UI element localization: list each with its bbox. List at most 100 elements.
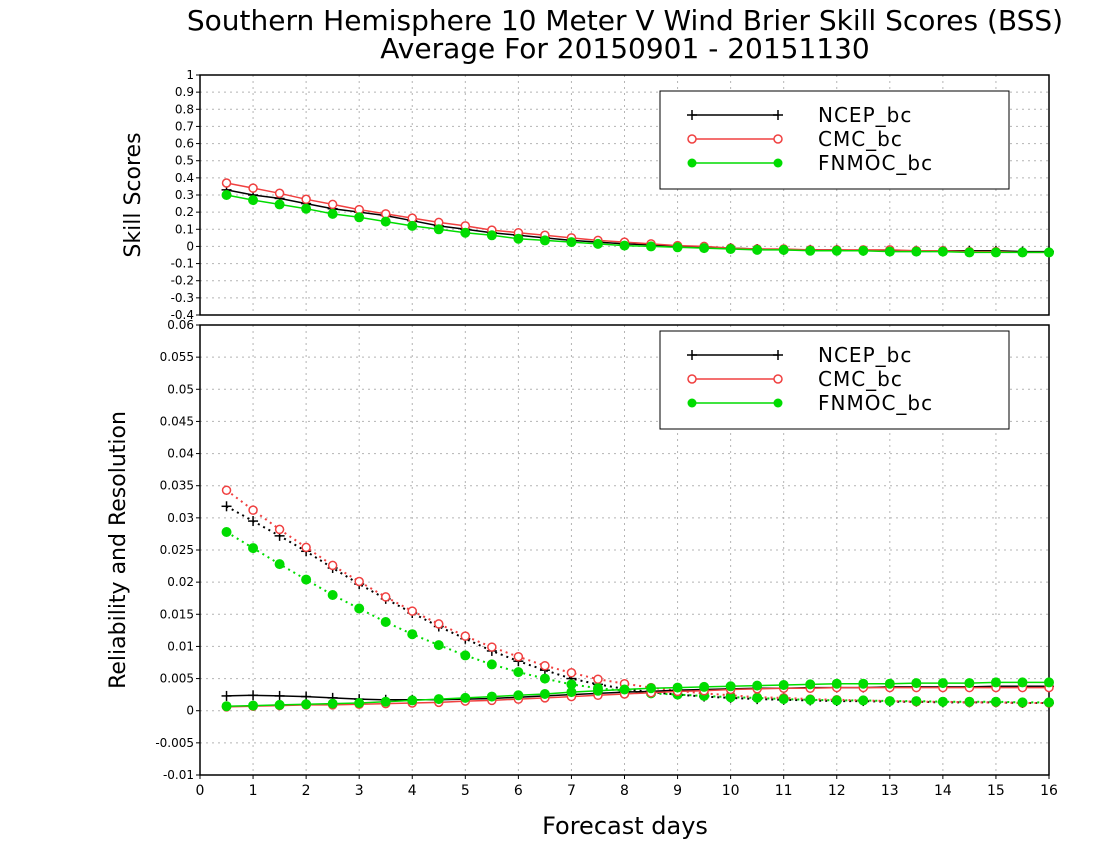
data-point-filled: [884, 696, 895, 707]
data-point-filled: [672, 682, 683, 693]
data-point-filled: [566, 687, 577, 698]
data-point-filled: [646, 683, 657, 694]
reliability-resolution-panel: 0.060.0550.050.0450.040.0350.030.0250.02…: [106, 318, 1058, 799]
data-point-filled: [778, 680, 789, 690]
data-point-filled: [990, 696, 1001, 707]
data-point-plus: [221, 690, 232, 701]
data-point-open: [327, 560, 338, 571]
y-tick-label: 0.5: [175, 154, 194, 168]
x-tick-label: 11: [775, 783, 793, 799]
y-tick-label: 0.02: [167, 575, 194, 589]
x-tick-label: 16: [1040, 783, 1058, 799]
data-point-filled: [884, 678, 895, 689]
y-tick-label: 0.2: [175, 205, 194, 219]
data-point-filled: [672, 242, 683, 253]
y-tick-label: 0.8: [175, 102, 194, 116]
series-line: [226, 686, 1049, 708]
y-tick-label: 0.06: [167, 318, 194, 332]
data-point-filled: [248, 195, 259, 206]
y-tick-label: 0.1: [175, 222, 194, 236]
data-point-filled: [964, 247, 975, 258]
x-tick-label: 9: [673, 783, 682, 799]
series-NCEP_bc-resolution: [221, 501, 1054, 708]
series-CMC_bc-reliability: [221, 682, 1054, 712]
data-point-open: [380, 592, 391, 602]
data-point-open: [248, 183, 258, 193]
x-tick-label: 4: [408, 783, 417, 799]
legend-entry-NCEP_bc: NCEP_bc: [687, 343, 911, 367]
data-point-filled: [248, 543, 259, 554]
data-point-plus: [248, 516, 259, 527]
data-point-filled: [858, 695, 869, 706]
data-point-filled: [301, 699, 312, 710]
y-tick-label: 0: [186, 704, 194, 718]
chart-subtitle: Average For 20150901 - 20151130: [380, 32, 869, 65]
data-point-filled: [937, 696, 948, 707]
data-point-filled: [1017, 697, 1028, 708]
data-point-filled: [274, 559, 285, 570]
series-line: [226, 505, 1049, 704]
x-tick-label: 1: [249, 783, 258, 799]
data-point-open: [407, 606, 417, 616]
y-tick-label: -0.2: [171, 274, 194, 288]
legend-box: [659, 330, 1010, 430]
data-point-open: [301, 194, 311, 205]
series-FNMOC_bc-resolution: [221, 527, 1054, 708]
data-point-open: [434, 619, 444, 629]
data-point-filled: [274, 699, 285, 710]
data-point-filled: [354, 698, 365, 708]
legend-box: [659, 90, 1010, 190]
data-point-filled: [221, 527, 232, 537]
data-point-open: [221, 485, 232, 495]
data-point-filled: [274, 199, 285, 210]
data-point-filled: [513, 233, 524, 244]
data-point-filled: [327, 590, 338, 600]
data-point-filled: [699, 681, 710, 692]
legend-label: FNMOC_bc: [818, 391, 933, 415]
y-tick-label: -0.01: [163, 768, 194, 782]
data-point-filled: [380, 696, 391, 707]
x-tick-label: 8: [620, 783, 629, 799]
y-axis-label: Reliability and Resolution: [106, 411, 131, 689]
data-point-filled: [1044, 247, 1054, 258]
data-point-filled: [433, 224, 444, 235]
y-tick-label: 0.005: [160, 672, 194, 686]
y-tick-label: -0.005: [155, 736, 194, 750]
data-point-filled: [539, 235, 550, 246]
legend-entry-NCEP_bc: NCEP_bc: [687, 103, 912, 127]
data-point-filled: [407, 220, 418, 231]
legend-entry-CMC_bc: CMC_bc: [687, 127, 903, 151]
y-tick-label: 0.05: [167, 382, 194, 396]
data-point-plus: [221, 501, 232, 512]
data-point-filled: [486, 230, 497, 241]
plot-frame: [199, 324, 1050, 776]
legend-label: NCEP_bc: [818, 103, 912, 127]
data-point-filled: [1044, 677, 1054, 688]
legend-label: CMC_bc: [818, 127, 903, 151]
data-point-open: [248, 505, 258, 515]
x-tick-label: 3: [355, 783, 364, 799]
data-point-open: [513, 651, 524, 662]
data-point-filled: [301, 203, 312, 214]
data-point-filled: [380, 216, 391, 227]
data-point-filled: [539, 673, 550, 684]
legend-entry-FNMOC_bc: FNMOC_bc: [687, 151, 932, 175]
y-tick-label: 0.045: [160, 414, 194, 428]
data-point-filled: [831, 245, 842, 256]
x-tick-label: 5: [461, 783, 470, 799]
data-point-filled: [460, 227, 471, 238]
data-point-filled: [486, 659, 497, 670]
data-point-filled: [592, 685, 603, 696]
data-point-filled: [513, 690, 524, 701]
data-point-filled: [911, 678, 922, 689]
data-point-filled: [752, 680, 763, 691]
data-point-filled: [327, 208, 338, 219]
y-tick-label: -0.3: [171, 291, 194, 305]
y-tick-label: 0.01: [167, 639, 194, 653]
series-FNMOC_bc-reliability: [221, 677, 1054, 712]
data-point-filled: [433, 694, 444, 705]
data-point-filled: [566, 237, 577, 248]
data-point-filled: [990, 677, 1001, 688]
series-line: [225, 531, 1049, 704]
